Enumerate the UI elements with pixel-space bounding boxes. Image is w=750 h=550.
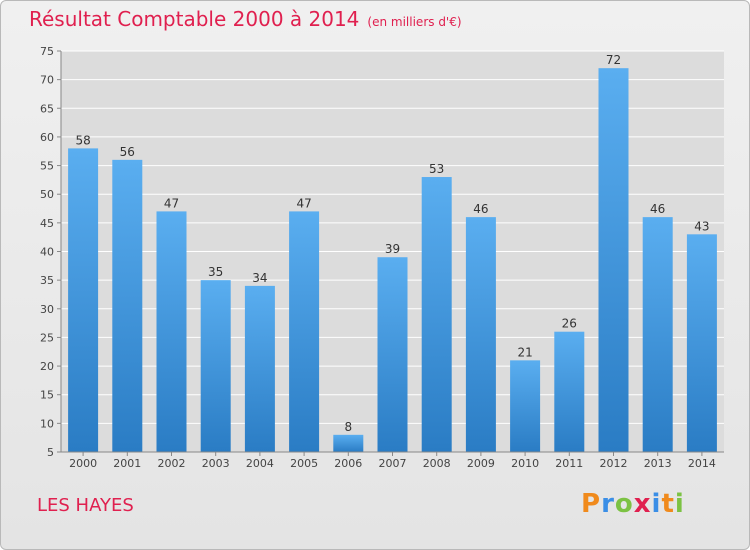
data-label: 26 (562, 317, 577, 331)
proxiti-logo: Proxiti (581, 489, 685, 519)
x-tick-label: 2002 (158, 457, 186, 470)
data-label: 56 (120, 145, 135, 159)
y-tick-label: 15 (40, 389, 54, 402)
x-tick-label: 2005 (290, 457, 318, 470)
y-tick-label: 45 (40, 217, 54, 230)
data-label: 34 (252, 271, 267, 285)
data-label: 21 (517, 345, 532, 359)
bar-2011 (554, 331, 585, 452)
data-label: 58 (75, 133, 90, 147)
bar-2008 (421, 177, 452, 452)
logo-letter: x (633, 489, 652, 519)
x-tick-label: 2011 (555, 457, 583, 470)
y-tick-label: 35 (40, 274, 54, 287)
x-tick-label: 2010 (511, 457, 539, 470)
y-tick-label: 50 (40, 188, 54, 201)
bar-2009 (465, 217, 496, 452)
y-tick-label: 5 (47, 446, 54, 459)
chart-subtitle: (en milliers d'€) (367, 15, 462, 29)
x-tick-label: 2009 (467, 457, 495, 470)
logo-letter: i (651, 489, 662, 519)
data-label: 47 (164, 196, 179, 210)
logo-letter: P (581, 489, 602, 519)
bars (68, 68, 717, 453)
bar-2007 (377, 257, 408, 452)
y-tick-label: 70 (40, 74, 54, 87)
y-tick-label: 40 (40, 246, 54, 259)
chart-title-text: Résultat Comptable 2000 à 2014 (29, 7, 360, 31)
logo-letter: r (601, 489, 615, 519)
data-label: 72 (606, 53, 621, 67)
x-tick-label: 2004 (246, 457, 274, 470)
y-tick-label: 75 (40, 45, 54, 58)
bar-2003 (200, 280, 231, 452)
bar-2001 (112, 159, 143, 453)
bar-2012 (598, 68, 629, 452)
x-tick-label: 2014 (688, 457, 716, 470)
logo-letter: i (674, 489, 685, 519)
data-label: 35 (208, 265, 223, 279)
x-tick-label: 2001 (113, 457, 141, 470)
bar-2004 (244, 285, 275, 452)
logo-letter: t (661, 489, 675, 519)
x-tick-label: 2012 (600, 457, 628, 470)
data-label: 47 (296, 196, 311, 210)
bar-2013 (642, 217, 673, 452)
y-axis-ticks: 5 10 15 20 25 30 35 40 45 50 55 60 65 70 75 (40, 45, 61, 459)
data-label: 53 (429, 162, 444, 176)
bar-2002 (156, 211, 187, 452)
data-labels: 58 56 47 35 34 47 8 39 53 46 21 26 72 46 43 (75, 53, 709, 434)
data-label: 8 (344, 420, 352, 434)
y-tick-label: 55 (40, 160, 54, 173)
bar-2014 (686, 234, 717, 452)
x-axis-ticks: 2000 2001 2002 2003 2004 2005 2006 2007 2008 2009… (69, 452, 716, 470)
y-tick-label: 30 (40, 303, 54, 316)
y-tick-label: 60 (40, 131, 54, 144)
logo-letter: o (614, 489, 634, 519)
x-tick-label: 2003 (202, 457, 230, 470)
bar-2010 (510, 360, 541, 452)
y-tick-label: 10 (40, 417, 54, 430)
y-tick-label: 65 (40, 102, 54, 115)
data-label: 46 (650, 202, 665, 216)
data-label: 43 (694, 219, 709, 233)
data-label: 46 (473, 202, 488, 216)
x-tick-label: 2006 (334, 457, 362, 470)
y-tick-label: 20 (40, 360, 54, 373)
bar-2000 (68, 148, 99, 452)
chart-title: Résultat Comptable 2000 à 2014 (en millie… (29, 7, 462, 31)
bar-2006 (333, 434, 364, 452)
x-tick-label: 2007 (379, 457, 407, 470)
x-tick-label: 2000 (69, 457, 97, 470)
x-tick-label: 2008 (423, 457, 451, 470)
x-tick-label: 2013 (644, 457, 672, 470)
bar-2005 (289, 211, 320, 452)
data-label: 39 (385, 242, 400, 256)
commune-name: LES HAYES (37, 495, 134, 516)
y-tick-label: 25 (40, 331, 54, 344)
